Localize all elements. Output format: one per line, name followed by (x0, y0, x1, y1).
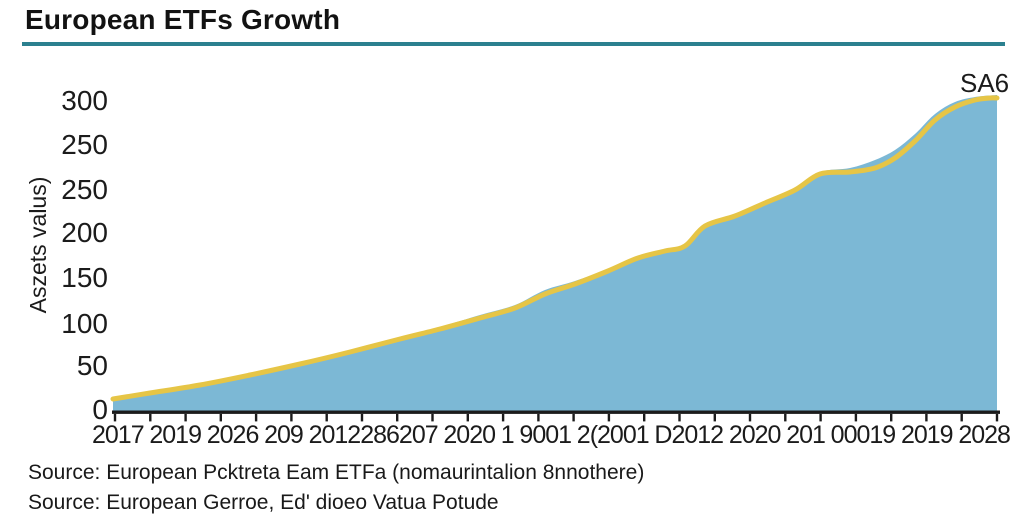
x-tick-label: 2028 (958, 421, 1011, 449)
x-axis-tick-mark (713, 413, 716, 422)
x-axis-tick-labels: 2017 2019 2026 209 2012286207 2020 1 9001 2(2001… (92, 421, 1011, 451)
x-axis-tick-mark (149, 413, 152, 422)
x-axis-tick-mark (607, 413, 611, 422)
x-axis-tick-mark (784, 413, 787, 422)
x-tick-label: 209 (264, 421, 304, 449)
x-tick-label: 2026 (206, 421, 260, 449)
x-tick-label: 2020 (728, 421, 782, 449)
x-axis-tick-mark (254, 413, 258, 422)
x-tick-label: D2012 (654, 421, 724, 449)
x-axis-tick-mark (184, 413, 187, 422)
source-line-1: Source: European Pcktreta Eam ETFa (noma… (28, 461, 645, 484)
y-tick-label: 250 (61, 129, 108, 160)
title-underline (22, 42, 1005, 46)
x-tick-label: 201 (786, 421, 826, 449)
x-axis-tick-mark (113, 413, 117, 422)
x-tick-label: 00019 (830, 421, 897, 449)
x-axis-tick-mark (890, 413, 893, 422)
x-tick-label: 2019 (149, 421, 202, 449)
page-title: European ETFs Growth (25, 4, 341, 35)
x-axis-tick-mark (995, 413, 999, 422)
x-axis-tick-mark (290, 413, 293, 422)
x-axis-tick-mark (537, 413, 540, 422)
x-tick-label: 2017 (92, 421, 145, 449)
peak-annotation: SA6 (960, 68, 1010, 98)
x-axis-tick-mark (219, 413, 222, 422)
y-tick-label: 200 (61, 217, 108, 248)
x-tick-label: 2(2001 (576, 421, 650, 449)
y-tick-label: 50 (76, 350, 108, 381)
source-line-2: Source: European Gerroe, Ed' dioeo Vatua… (28, 491, 499, 514)
x-axis-tick-mark (819, 413, 822, 422)
x-axis-line (112, 410, 1000, 414)
assets-trend-line (110, 95, 1000, 402)
x-tick-label: 2012286207 (308, 421, 439, 449)
x-axis-tick-mark (396, 413, 399, 422)
x-axis-tick-mark (643, 413, 646, 422)
y-tick-label: 0 (92, 394, 108, 425)
x-axis-tick-mark (572, 413, 575, 422)
x-axis-tick-mark (466, 413, 469, 422)
x-tick-label: 9001 (519, 421, 572, 449)
y-tick-label: 100 (61, 308, 108, 339)
x-axis-tick-mark (748, 413, 752, 422)
x-axis-tick-mark (678, 413, 681, 422)
x-axis-tick-mark (325, 413, 328, 422)
y-tick-label: 150 (61, 262, 108, 293)
x-axis-tick-mark (360, 413, 364, 422)
x-axis-tick-mark (925, 413, 928, 422)
x-tick-label: 2020 (443, 421, 496, 449)
x-axis-tick-mark (501, 413, 505, 422)
y-tick-label: 300 (61, 85, 108, 116)
x-tick-label: 1 (500, 421, 515, 449)
x-axis-tick-mark (854, 413, 858, 422)
assets-area-fill (113, 95, 997, 411)
y-tick-label: 250 (61, 174, 108, 205)
x-tick-label: 2019 (900, 421, 954, 449)
x-axis-tick-mark (431, 413, 434, 422)
x-axis-tick-mark (960, 413, 963, 422)
